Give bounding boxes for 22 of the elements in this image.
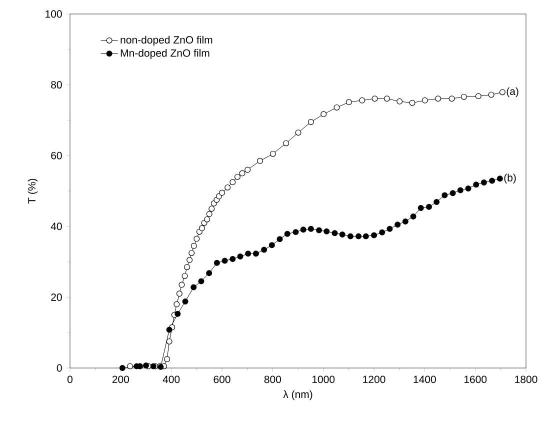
annotation: (a) bbox=[506, 87, 518, 98]
x-tick-label: 1600 bbox=[464, 376, 487, 384]
x-tick-label: 800 bbox=[264, 376, 282, 384]
y-tick-label: 80 bbox=[51, 81, 62, 89]
legend-label: Mn-doped ZnO film bbox=[120, 49, 210, 59]
x-tick-label: 1200 bbox=[363, 376, 386, 384]
y-tick-label: 20 bbox=[51, 293, 62, 301]
annotation: (b) bbox=[504, 174, 516, 184]
legend-label: non-doped ZnO film bbox=[120, 36, 212, 46]
x-tick-label: 1400 bbox=[414, 376, 436, 384]
y-axis-title: T (%) bbox=[28, 178, 38, 204]
y-tick-label: 0 bbox=[56, 364, 62, 372]
x-tick-label: 1800 bbox=[515, 376, 538, 384]
y-tick-label: 100 bbox=[46, 10, 62, 18]
y-tick-label: 40 bbox=[50, 222, 62, 230]
x-tick-label: 200 bbox=[112, 376, 130, 384]
x-axis-title: λ (nm) bbox=[283, 390, 312, 400]
x-tick-label: 400 bbox=[162, 376, 180, 384]
y-tick-label: 60 bbox=[51, 152, 62, 160]
x-tick-label: 600 bbox=[214, 376, 230, 384]
x-tick-label: 0 bbox=[67, 376, 72, 384]
x-tick-label: 1000 bbox=[312, 376, 335, 384]
